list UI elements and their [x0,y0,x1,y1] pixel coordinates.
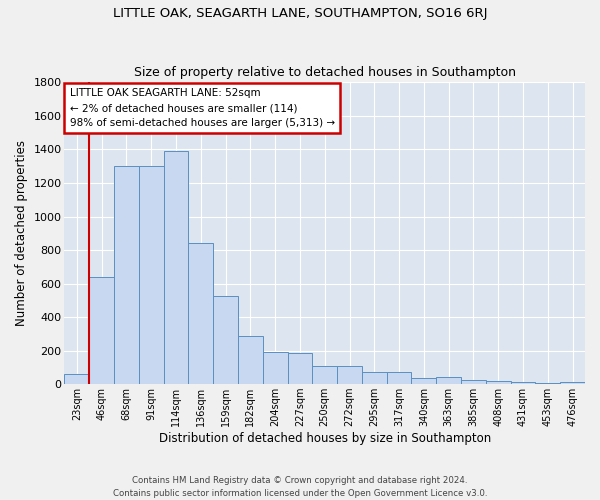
Bar [114,166,139,384]
Bar [164,151,188,384]
Bar [337,366,362,384]
Bar [188,244,213,384]
Bar [139,166,164,384]
Bar [287,353,313,384]
Title: Size of property relative to detached houses in Southampton: Size of property relative to detached ho… [134,66,516,78]
Bar [486,381,511,384]
Bar [412,378,436,384]
Y-axis label: Number of detached properties: Number of detached properties [15,140,28,326]
Bar [263,352,287,384]
Bar [386,372,412,384]
Bar [362,372,386,384]
Text: LITTLE OAK, SEAGARTH LANE, SOUTHAMPTON, SO16 6RJ: LITTLE OAK, SEAGARTH LANE, SOUTHAMPTON, … [113,8,487,20]
Bar [313,366,337,384]
Bar [213,296,238,384]
Bar [238,336,263,384]
Bar [461,380,486,384]
Text: Contains HM Land Registry data © Crown copyright and database right 2024.
Contai: Contains HM Land Registry data © Crown c… [113,476,487,498]
Bar [560,382,585,384]
Bar [64,374,89,384]
Bar [511,382,535,384]
Bar [436,378,461,384]
Bar [89,277,114,384]
X-axis label: Distribution of detached houses by size in Southampton: Distribution of detached houses by size … [158,432,491,445]
Text: LITTLE OAK SEAGARTH LANE: 52sqm
← 2% of detached houses are smaller (114)
98% of: LITTLE OAK SEAGARTH LANE: 52sqm ← 2% of … [70,88,335,128]
